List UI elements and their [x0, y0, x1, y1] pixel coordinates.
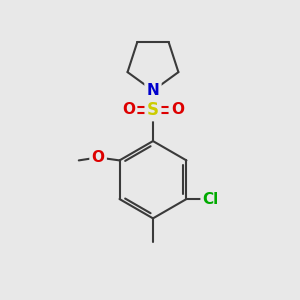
Text: O: O [92, 150, 105, 165]
Text: N: N [147, 83, 159, 98]
Text: Cl: Cl [203, 191, 219, 206]
Text: O: O [122, 102, 135, 117]
Text: S: S [147, 101, 159, 119]
Text: O: O [171, 102, 184, 117]
